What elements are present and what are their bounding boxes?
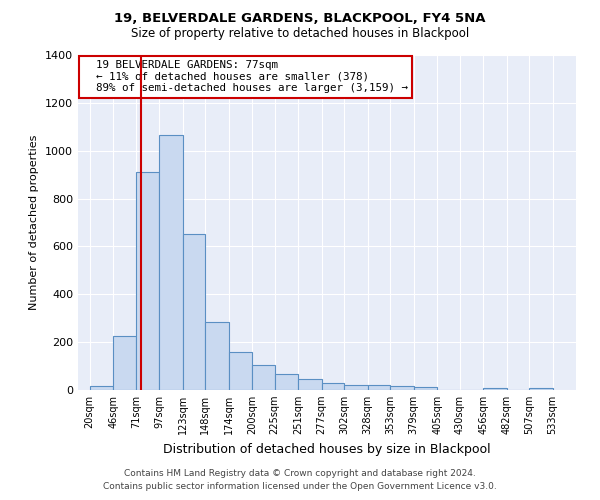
Text: Contains HM Land Registry data © Crown copyright and database right 2024.: Contains HM Land Registry data © Crown c… xyxy=(124,468,476,477)
Bar xyxy=(252,365,275,390)
Bar xyxy=(368,384,390,390)
Bar xyxy=(529,388,553,390)
Y-axis label: Number of detached properties: Number of detached properties xyxy=(29,135,40,310)
Bar xyxy=(205,322,229,390)
X-axis label: Distribution of detached houses by size in Blackpool: Distribution of detached houses by size … xyxy=(163,442,491,456)
Bar xyxy=(90,386,113,390)
Bar xyxy=(413,387,437,390)
Bar xyxy=(229,352,252,390)
Text: 19 BELVERDALE GARDENS: 77sqm
  ← 11% of detached houses are smaller (378)
  89% : 19 BELVERDALE GARDENS: 77sqm ← 11% of de… xyxy=(83,60,408,93)
Bar xyxy=(390,386,413,390)
Bar xyxy=(322,383,344,390)
Bar xyxy=(159,135,182,390)
Bar xyxy=(182,234,205,390)
Text: 19, BELVERDALE GARDENS, BLACKPOOL, FY4 5NA: 19, BELVERDALE GARDENS, BLACKPOOL, FY4 5… xyxy=(114,12,486,26)
Text: Contains public sector information licensed under the Open Government Licence v3: Contains public sector information licen… xyxy=(103,482,497,491)
Bar xyxy=(344,384,368,390)
Bar xyxy=(298,378,322,390)
Bar xyxy=(113,336,136,390)
Bar xyxy=(136,172,159,390)
Bar xyxy=(483,388,506,390)
Text: Size of property relative to detached houses in Blackpool: Size of property relative to detached ho… xyxy=(131,28,469,40)
Bar xyxy=(275,374,298,390)
